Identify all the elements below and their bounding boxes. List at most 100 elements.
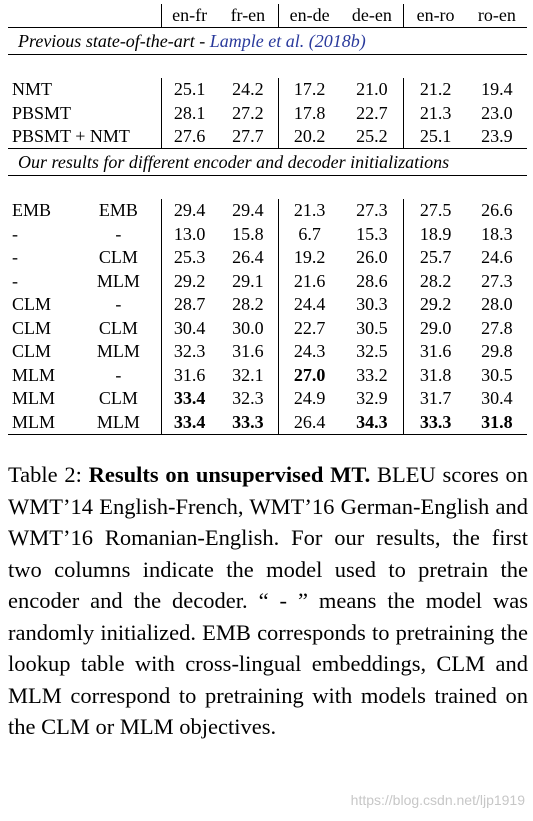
score-cell: 29.0: [403, 316, 467, 340]
score-cell: 32.5: [356, 341, 388, 362]
section-title-text: Previous state-of-the-art -: [18, 30, 210, 51]
row-label: PBSMT + NMT: [8, 125, 162, 149]
score-cell: 21.3: [277, 199, 341, 223]
decoder-cell: -: [115, 294, 122, 315]
score-cell: 26.4: [232, 247, 264, 268]
score-cell: 26.4: [277, 410, 341, 435]
row-label: NMT: [12, 79, 52, 100]
table-header-row: en-fr fr-en en-de de-en en-ro ro-en: [8, 4, 527, 28]
score-cell: 28.2: [403, 269, 467, 293]
score-cell: 29.4: [232, 200, 264, 221]
score-cell: 29.1: [232, 270, 264, 291]
watermark: https://blog.csdn.net/ljp1919: [350, 792, 525, 808]
table-row: MLM - 31.6 32.1 27.0 33.2 31.8 30.5: [8, 363, 527, 387]
encoder-cell: MLM: [12, 364, 56, 385]
score-cell: 29.8: [481, 341, 513, 362]
score-cell: 33.2: [356, 364, 388, 385]
score-cell: 31.7: [403, 387, 467, 411]
score-cell: 26.0: [356, 247, 388, 268]
header-cell: en-de: [277, 4, 341, 28]
score-cell: 24.2: [232, 79, 264, 100]
encoder-cell: -: [12, 270, 18, 291]
encoder-cell: CLM: [12, 341, 52, 362]
score-cell: 19.2: [277, 246, 341, 270]
score-cell: 30.4: [160, 316, 218, 340]
score-cell: 31.6: [160, 363, 218, 387]
table-row: MLM CLM 33.4 32.3 24.9 32.9 31.7 30.4: [8, 387, 527, 411]
header-cell: fr-en: [217, 4, 279, 28]
score-cell: 27.0: [277, 363, 341, 387]
table-row: - MLM 29.2 29.1 21.6 28.6 28.2 27.3: [8, 269, 527, 293]
table-row: - CLM 25.3 26.4 19.2 26.0 25.7 24.6: [8, 246, 527, 270]
score-cell: 29.2: [160, 269, 218, 293]
decoder-cell: CLM: [98, 247, 138, 268]
decoder-cell: MLM: [96, 270, 140, 291]
encoder-cell: MLM: [8, 410, 77, 435]
score-cell: 17.2: [277, 78, 341, 102]
score-cell: 21.2: [403, 78, 467, 102]
score-cell: 31.6: [232, 341, 264, 362]
score-cell: 33.3: [403, 410, 467, 435]
score-cell: 28.1: [160, 101, 218, 125]
score-cell: 18.3: [481, 223, 513, 244]
table-caption: Table 2: Results on unsupervised MT. BLE…: [8, 459, 528, 743]
table-row: - - 13.0 15.8 6.7 15.3 18.9 18.3: [8, 222, 527, 246]
decoder-cell: -: [115, 364, 122, 385]
score-cell: 22.7: [277, 316, 341, 340]
row-label: PBSMT: [12, 102, 72, 123]
score-cell: 27.3: [481, 270, 513, 291]
score-cell: 30.0: [232, 317, 264, 338]
score-cell: 13.0: [160, 222, 218, 246]
score-cell: 23.0: [481, 102, 513, 123]
score-cell: 27.3: [356, 200, 388, 221]
score-cell: 27.2: [232, 102, 264, 123]
decoder-cell: EMB: [98, 200, 138, 221]
table-row: EMB EMB 29.4 29.4 21.3 27.3 27.5 26.6: [8, 199, 527, 223]
score-cell: 28.2: [232, 294, 264, 315]
score-cell: 21.6: [277, 269, 341, 293]
score-cell: 31.8: [466, 410, 527, 435]
header-cell: en-ro: [403, 4, 467, 28]
citation-link[interactable]: Lample et al. (2018b): [209, 30, 366, 51]
score-cell: 25.2: [340, 125, 404, 149]
score-cell: 28.0: [481, 294, 513, 315]
score-cell: 33.4: [160, 387, 218, 411]
section-title-text: Our results for different encoder and de…: [8, 148, 527, 176]
caption-title: Results on unsupervised MT.: [88, 462, 371, 487]
score-cell: 24.6: [481, 247, 513, 268]
decoder-cell: CLM: [98, 317, 138, 338]
score-cell: 30.5: [481, 364, 513, 385]
score-cell: 25.7: [403, 246, 467, 270]
score-cell: 6.7: [277, 222, 341, 246]
table-row: CLM CLM 30.4 30.0 22.7 30.5 29.0 27.8: [8, 316, 527, 340]
table-row: PBSMT + NMT 27.6 27.7 20.2 25.2 25.1 23.9: [8, 125, 527, 149]
table-row: CLM MLM 32.3 31.6 24.3 32.5 31.6 29.8: [8, 340, 527, 364]
score-cell: 29.2: [403, 293, 467, 317]
score-cell: 27.5: [403, 199, 467, 223]
score-cell: 28.6: [356, 270, 388, 291]
caption-label: Table 2:: [8, 462, 89, 487]
score-cell: 27.8: [481, 317, 513, 338]
encoder-cell: -: [12, 223, 18, 244]
score-cell: 18.9: [403, 222, 467, 246]
score-cell: 32.3: [160, 340, 218, 364]
decoder-cell: MLM: [96, 341, 140, 362]
score-cell: 31.8: [403, 363, 467, 387]
score-cell: 27.6: [160, 125, 218, 149]
caption-body: BLEU scores on WMT’14 English-French, WM…: [8, 462, 528, 739]
score-cell: 15.8: [232, 223, 264, 244]
encoder-cell: CLM: [12, 294, 52, 315]
score-cell: 32.3: [232, 388, 264, 409]
score-cell: 24.9: [277, 387, 341, 411]
header-cell: ro-en: [466, 4, 527, 28]
score-cell: 15.3: [356, 223, 388, 244]
score-cell: 22.7: [356, 102, 388, 123]
score-cell: 24.3: [277, 340, 341, 364]
score-cell: 30.5: [356, 317, 388, 338]
encoder-cell: CLM: [12, 317, 52, 338]
score-cell: 32.9: [356, 388, 388, 409]
decoder-cell: MLM: [76, 410, 162, 435]
table-row: NMT 25.1 24.2 17.2 21.0 21.2 19.4: [8, 78, 527, 102]
score-cell: 34.3: [340, 410, 404, 435]
score-cell: 21.3: [403, 101, 467, 125]
